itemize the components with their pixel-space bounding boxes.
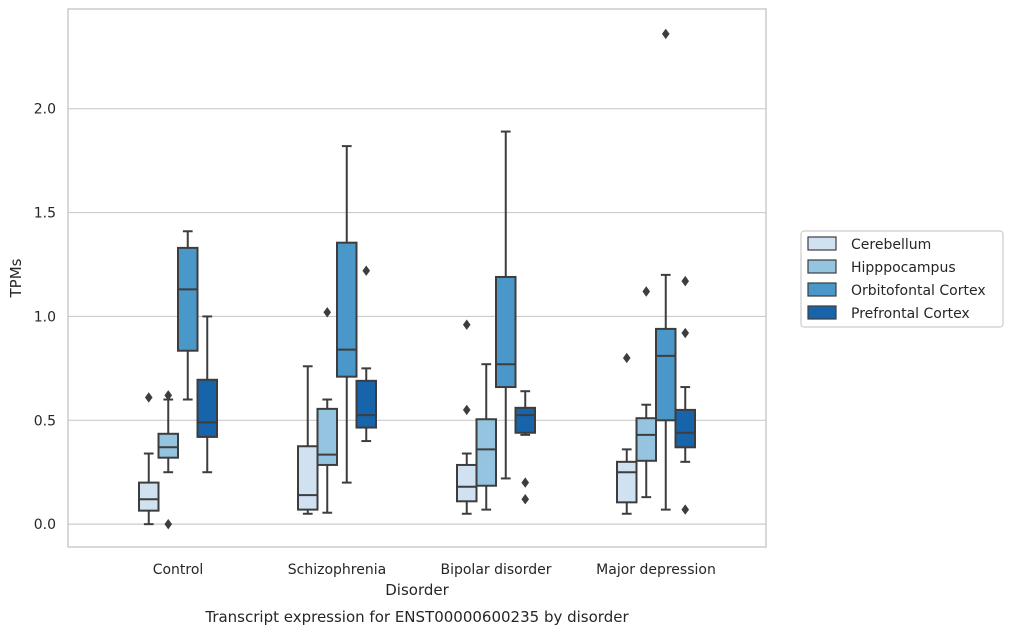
box-0-3 [616, 352, 638, 515]
axis-layer: 0.0 0.5 1.0 1.5 2.0 Control Schizophrenia Bipol… [34, 8, 767, 578]
outlier-point [661, 28, 670, 40]
outlier-point [642, 286, 651, 297]
outlier-point [323, 307, 332, 318]
box-0-2 [456, 319, 478, 515]
legend: Cerebellum Hipppocampus Orbitofontal Corte… [800, 230, 1004, 328]
x-axis-label: Disorder [385, 581, 449, 599]
outlier-point [681, 504, 690, 515]
box-3-3 [674, 275, 696, 515]
legend-swatch [807, 305, 837, 320]
x-tick-label: Bipolar disorder [440, 562, 551, 578]
box-iqr [635, 417, 657, 462]
outlier-point [521, 494, 530, 505]
box-iqr [655, 327, 677, 422]
legend-swatch [807, 236, 837, 251]
x-tick-label: Schizophrenia [288, 562, 386, 578]
figure-caption: Transcript expression for ENST0000060023… [204, 608, 629, 626]
legend-swatch [807, 259, 837, 274]
legend-label: Hipppocampus [851, 260, 956, 276]
y-tick-label: 2.0 [34, 102, 56, 118]
box-1-0 [157, 390, 179, 530]
box-iqr [297, 445, 319, 511]
legend-frame [800, 230, 1004, 328]
box-iqr [177, 246, 199, 352]
box-2-1 [336, 145, 358, 484]
box-3-0 [196, 315, 218, 474]
x-tick-label: Control [153, 562, 204, 578]
plot-layer [138, 28, 696, 530]
box-iqr [456, 463, 478, 503]
outlier-point [144, 392, 153, 403]
y-tick-label: 0.5 [34, 413, 56, 429]
box-iqr [674, 408, 696, 449]
box-iqr [157, 432, 179, 459]
legend-label: Prefrontal Cortex [851, 306, 970, 322]
box-1-2 [475, 363, 497, 511]
outlier-point [681, 275, 690, 287]
box-0-0 [138, 392, 160, 526]
box-1-1 [316, 307, 338, 514]
outlier-point [521, 477, 530, 488]
grid-layer [68, 108, 766, 525]
box-0-1 [297, 365, 319, 515]
box-iqr [495, 275, 517, 389]
box-1-3 [635, 286, 657, 499]
box-3-2 [514, 390, 536, 505]
box-iqr [514, 406, 536, 434]
y-tick-label: 1.5 [34, 206, 56, 222]
box-iqr [336, 241, 358, 378]
y-tick-label: 1.0 [34, 309, 56, 325]
outlier-point [164, 390, 173, 401]
legend-label: Orbitofontal Cortex [851, 283, 986, 299]
outlier-point [462, 404, 471, 416]
outlier-point [622, 352, 631, 364]
box-iqr [475, 418, 497, 487]
plot-frame [67, 8, 767, 548]
box-2-0 [177, 230, 199, 401]
box-2-2 [495, 130, 517, 480]
box-3-1 [355, 265, 377, 443]
box-iqr [138, 481, 160, 512]
outlier-point [462, 319, 471, 330]
legend-swatch [807, 282, 837, 297]
box-iqr [355, 379, 377, 429]
box-iqr [316, 407, 338, 466]
outlier-point [164, 518, 173, 530]
outlier-point [681, 327, 690, 339]
outlier-point [362, 265, 371, 276]
y-axis-label: TPMs [7, 258, 25, 298]
y-tick-label: 0.0 [34, 517, 56, 533]
legend-label: Cerebellum [851, 237, 931, 253]
box-2-3 [655, 28, 677, 511]
box-iqr [616, 460, 638, 504]
x-tick-label: Major depression [596, 562, 716, 578]
box-iqr [196, 378, 218, 438]
